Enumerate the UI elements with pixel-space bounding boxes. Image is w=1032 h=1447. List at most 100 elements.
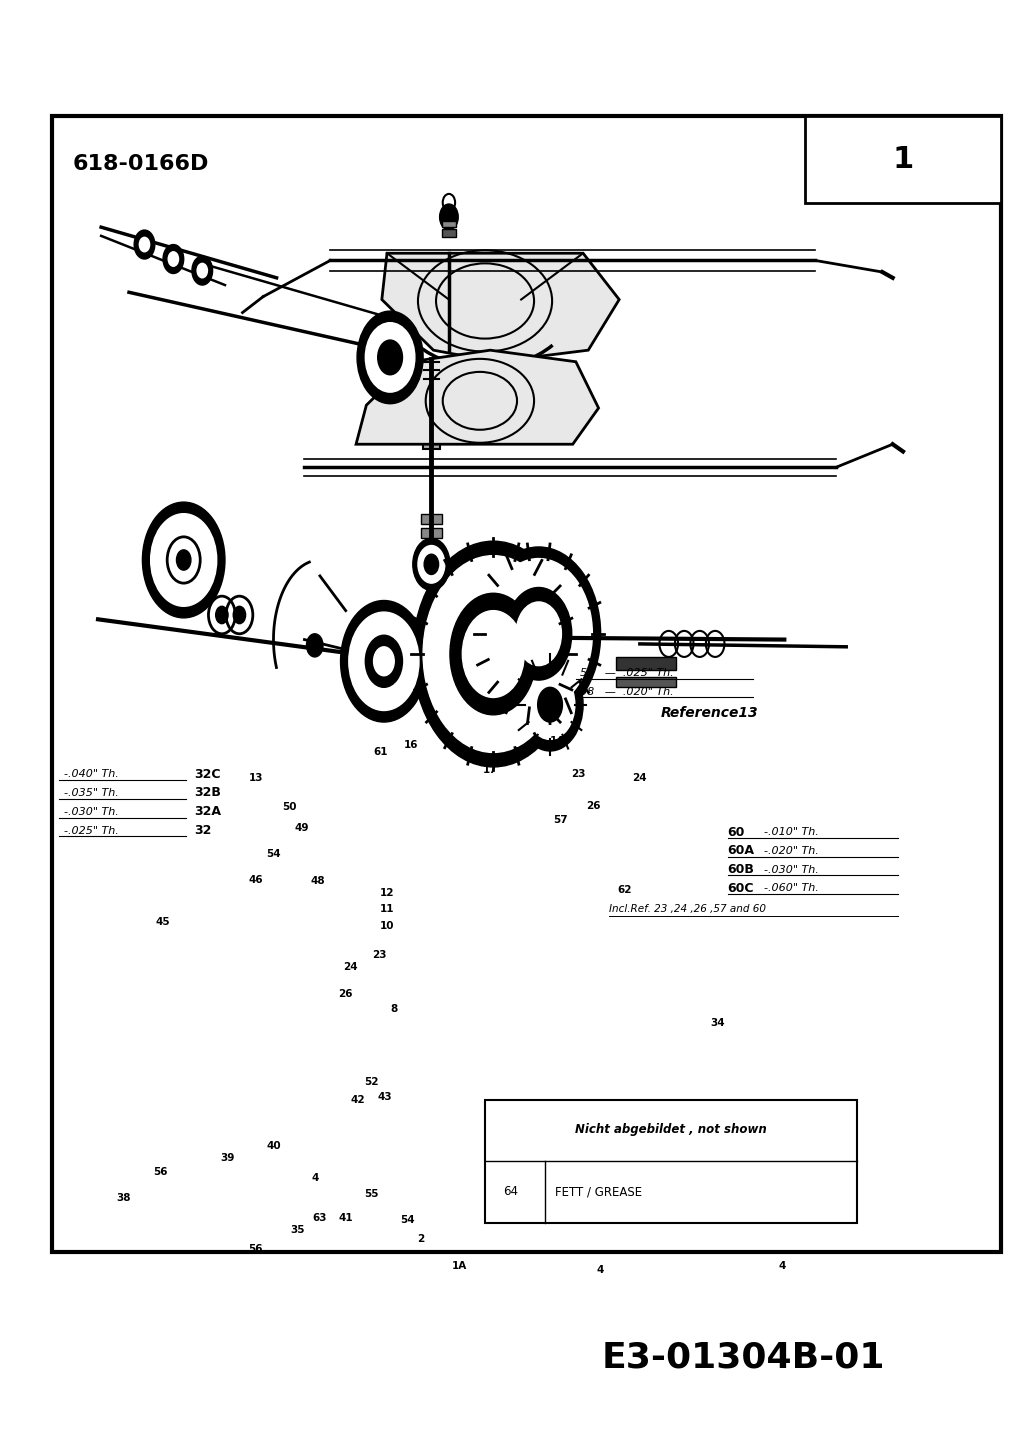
Text: 62: 62 xyxy=(617,886,632,894)
Circle shape xyxy=(365,323,415,392)
Circle shape xyxy=(477,547,601,721)
Text: 24: 24 xyxy=(633,774,647,783)
Circle shape xyxy=(365,635,402,687)
Text: 32A: 32A xyxy=(194,806,221,818)
Text: 60B: 60B xyxy=(728,864,754,875)
Text: Nicht abgebildet , not shown: Nicht abgebildet , not shown xyxy=(575,1123,767,1136)
Text: 12: 12 xyxy=(380,888,394,897)
Circle shape xyxy=(423,556,563,752)
Circle shape xyxy=(197,263,207,278)
Circle shape xyxy=(418,546,445,583)
Text: 13: 13 xyxy=(249,774,263,783)
Text: 54: 54 xyxy=(400,1215,415,1224)
Text: 50: 50 xyxy=(282,803,296,812)
Text: 26: 26 xyxy=(338,990,353,998)
Text: 56: 56 xyxy=(153,1168,167,1176)
Text: 41: 41 xyxy=(338,1214,353,1223)
Circle shape xyxy=(517,658,583,751)
Text: -.025" Th.: -.025" Th. xyxy=(64,826,119,835)
Circle shape xyxy=(233,606,246,624)
Text: 46: 46 xyxy=(249,875,263,884)
Circle shape xyxy=(538,687,562,722)
Text: 38: 38 xyxy=(117,1194,131,1202)
Text: 16: 16 xyxy=(404,741,418,750)
Circle shape xyxy=(142,502,225,618)
Circle shape xyxy=(413,538,450,590)
Text: 23: 23 xyxy=(373,951,387,959)
Text: -.040" Th.: -.040" Th. xyxy=(64,770,119,778)
Text: 56: 56 xyxy=(249,1244,263,1253)
Bar xyxy=(805,116,1001,203)
Circle shape xyxy=(151,514,217,606)
Text: 34: 34 xyxy=(710,1019,724,1027)
Text: 14: 14 xyxy=(550,737,565,745)
Text: 60A: 60A xyxy=(728,845,754,857)
Text: 45: 45 xyxy=(156,917,170,926)
Text: 5: 5 xyxy=(834,1174,842,1182)
Text: 48: 48 xyxy=(311,877,325,886)
Text: 55: 55 xyxy=(364,1189,379,1198)
Text: Incl.Ref. 23 ,24 ,26 ,57 and 60: Incl.Ref. 23 ,24 ,26 ,57 and 60 xyxy=(609,904,766,913)
Text: FETT / GREASE: FETT / GREASE xyxy=(555,1185,642,1198)
Bar xyxy=(442,229,456,237)
Text: Reference13: Reference13 xyxy=(660,706,759,721)
Text: 17: 17 xyxy=(483,765,497,774)
Text: -.030" Th.: -.030" Th. xyxy=(64,807,119,816)
Text: E3-01304B-01: E3-01304B-01 xyxy=(602,1340,884,1375)
Text: 15: 15 xyxy=(514,748,528,757)
Text: 61: 61 xyxy=(374,748,388,757)
Text: 58   —  .020" Th.: 58 — .020" Th. xyxy=(580,687,674,696)
Text: 35: 35 xyxy=(290,1226,304,1234)
Circle shape xyxy=(357,311,423,404)
Text: -.030" Th.: -.030" Th. xyxy=(764,865,818,874)
Circle shape xyxy=(168,252,179,266)
Circle shape xyxy=(374,647,394,676)
Circle shape xyxy=(139,237,150,252)
Text: 1A: 1A xyxy=(452,1262,466,1270)
Bar xyxy=(52,116,1001,1252)
Circle shape xyxy=(485,559,592,709)
Text: 32: 32 xyxy=(194,825,212,836)
Text: 32C: 32C xyxy=(194,768,221,780)
Text: 8: 8 xyxy=(390,1004,398,1013)
Circle shape xyxy=(307,634,323,657)
Bar xyxy=(421,528,442,538)
Text: 4: 4 xyxy=(311,1174,319,1182)
Text: 43: 43 xyxy=(378,1092,392,1101)
Text: 64: 64 xyxy=(504,1185,519,1198)
Bar xyxy=(421,514,442,524)
Text: 4: 4 xyxy=(778,1262,786,1270)
Circle shape xyxy=(176,550,191,570)
Text: 2: 2 xyxy=(417,1234,425,1243)
Circle shape xyxy=(516,602,561,666)
Bar xyxy=(442,221,456,227)
Circle shape xyxy=(462,611,524,697)
Circle shape xyxy=(349,612,419,710)
Text: -.060" Th.: -.060" Th. xyxy=(764,884,818,893)
Bar xyxy=(616,657,676,670)
Text: 4: 4 xyxy=(669,1168,677,1176)
Text: -.010" Th.: -.010" Th. xyxy=(764,828,818,836)
Text: 57: 57 xyxy=(553,816,568,825)
Text: 60C: 60C xyxy=(728,883,754,894)
Text: 24: 24 xyxy=(344,962,358,971)
Polygon shape xyxy=(356,350,599,444)
Bar xyxy=(423,431,440,449)
Polygon shape xyxy=(382,253,619,362)
Circle shape xyxy=(424,554,439,574)
Circle shape xyxy=(525,670,575,739)
Circle shape xyxy=(134,230,155,259)
Bar xyxy=(485,1100,857,1223)
Text: 60: 60 xyxy=(728,826,745,838)
Text: 23: 23 xyxy=(571,770,585,778)
Text: 40: 40 xyxy=(266,1142,281,1150)
Bar xyxy=(616,677,676,687)
Text: 63: 63 xyxy=(313,1214,327,1223)
Text: 54: 54 xyxy=(266,849,281,858)
Text: 618-0166D: 618-0166D xyxy=(72,153,208,174)
Circle shape xyxy=(341,601,427,722)
Text: 4: 4 xyxy=(596,1266,605,1275)
Text: 59   —  .025" Th.: 59 — .025" Th. xyxy=(580,669,674,677)
Circle shape xyxy=(413,541,574,767)
Circle shape xyxy=(192,256,213,285)
